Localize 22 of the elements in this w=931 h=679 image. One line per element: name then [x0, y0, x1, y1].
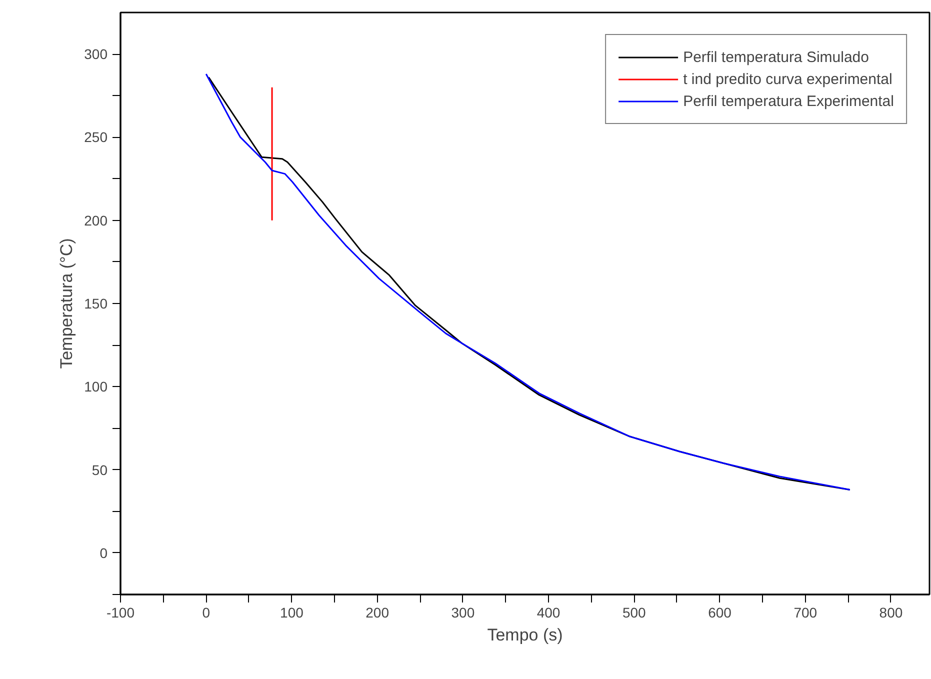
- y-tick-label: 250: [84, 129, 108, 146]
- x-tick-label: 300: [451, 604, 475, 620]
- x-tick-label: -100: [106, 604, 135, 620]
- x-tick-label: 0: [202, 604, 210, 620]
- legend-label: t ind predito curva experimental: [683, 70, 892, 88]
- y-tick-label: 150: [84, 296, 108, 312]
- legend-label: Perfil temperatura Experimental: [683, 92, 894, 110]
- x-tick-label: 600: [708, 604, 732, 620]
- x-tick-label: 200: [366, 604, 390, 620]
- y-tick-label: 0: [100, 544, 108, 561]
- x-axis-title: Tempo (s): [487, 626, 563, 644]
- y-tick-label: 100: [84, 378, 108, 395]
- y-tick-label: 200: [84, 212, 108, 228]
- y-axis-title: Temperatura (°C): [57, 238, 76, 369]
- x-tick-label: 400: [536, 604, 560, 620]
- legend-label: Perfil temperatura Simulado: [683, 48, 869, 66]
- x-tick-label: 700: [794, 604, 818, 620]
- x-tick-label: 800: [879, 604, 903, 620]
- x-tick-label: 500: [622, 604, 646, 620]
- y-tick-label: 300: [84, 46, 108, 62]
- y-tick-label: 50: [92, 462, 108, 478]
- x-tick-label: 100: [280, 604, 304, 620]
